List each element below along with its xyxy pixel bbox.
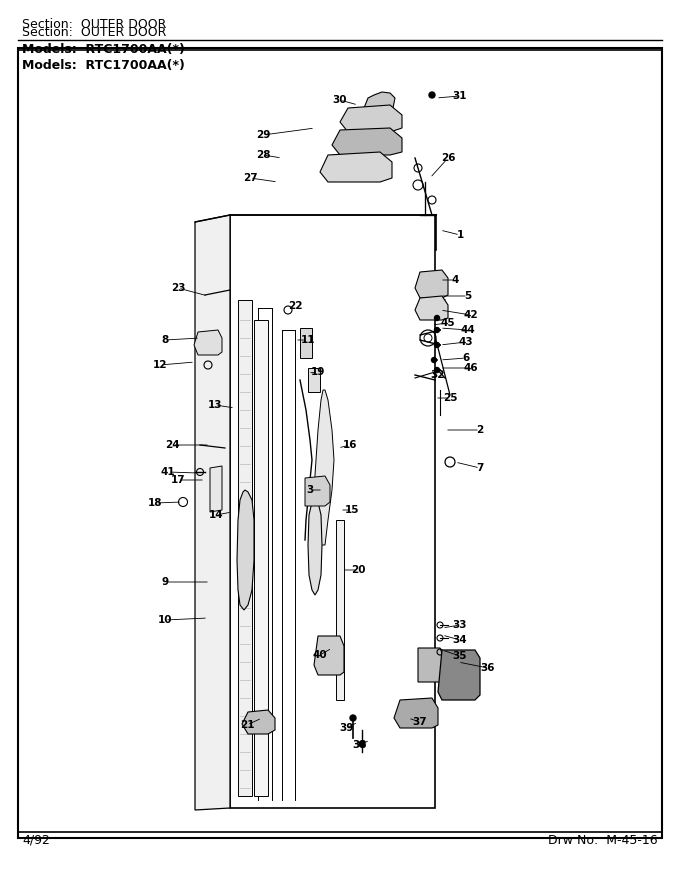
Polygon shape <box>332 128 402 155</box>
Circle shape <box>435 328 439 333</box>
Text: 36: 36 <box>481 663 495 673</box>
Polygon shape <box>300 328 312 358</box>
Polygon shape <box>305 476 330 506</box>
Polygon shape <box>314 636 344 675</box>
Text: 10: 10 <box>158 615 172 625</box>
Text: 15: 15 <box>345 505 359 515</box>
Text: 26: 26 <box>441 153 455 163</box>
Text: 30: 30 <box>333 95 347 105</box>
Text: 4/92: 4/92 <box>22 834 50 846</box>
Text: 35: 35 <box>453 651 467 661</box>
Polygon shape <box>308 368 320 392</box>
Text: 44: 44 <box>460 325 475 335</box>
Text: 4: 4 <box>452 275 459 285</box>
Text: 23: 23 <box>171 283 185 293</box>
Polygon shape <box>237 490 254 610</box>
Polygon shape <box>308 500 322 595</box>
Text: 37: 37 <box>413 717 427 727</box>
Polygon shape <box>394 698 438 728</box>
Polygon shape <box>415 296 448 320</box>
Circle shape <box>432 358 437 362</box>
Text: Models:  RTC1700AA(*): Models: RTC1700AA(*) <box>22 44 185 56</box>
Text: 46: 46 <box>464 363 478 373</box>
Text: 16: 16 <box>343 440 357 450</box>
Text: 31: 31 <box>453 91 467 101</box>
Polygon shape <box>254 320 268 796</box>
Circle shape <box>350 715 356 721</box>
Text: 17: 17 <box>171 475 186 485</box>
Text: Drw No:  M-45-16: Drw No: M-45-16 <box>548 834 658 846</box>
Text: 6: 6 <box>462 353 470 363</box>
Circle shape <box>435 315 439 320</box>
Polygon shape <box>242 710 275 734</box>
Text: 42: 42 <box>464 310 478 320</box>
Text: 3: 3 <box>307 485 313 495</box>
Text: 43: 43 <box>459 337 473 347</box>
Text: 27: 27 <box>243 173 257 183</box>
Polygon shape <box>418 648 444 682</box>
Polygon shape <box>230 215 435 808</box>
Text: 24: 24 <box>165 440 180 450</box>
Text: 11: 11 <box>301 335 316 345</box>
Text: 38: 38 <box>353 740 367 750</box>
Text: 29: 29 <box>256 130 270 140</box>
Bar <box>18 48 662 838</box>
Text: 41: 41 <box>160 467 175 477</box>
Polygon shape <box>194 330 222 355</box>
Polygon shape <box>340 105 402 132</box>
Polygon shape <box>238 300 252 796</box>
Text: 20: 20 <box>351 565 365 575</box>
Text: 9: 9 <box>161 577 169 587</box>
Polygon shape <box>195 215 230 810</box>
Text: 13: 13 <box>208 400 222 410</box>
Polygon shape <box>364 92 395 118</box>
Text: 33: 33 <box>453 620 467 630</box>
Text: 8: 8 <box>161 335 169 345</box>
Text: 5: 5 <box>464 291 472 301</box>
Polygon shape <box>314 390 334 545</box>
Text: Section:  OUTER DOOR: Section: OUTER DOOR <box>22 26 167 38</box>
Text: Section:  OUTER DOOR: Section: OUTER DOOR <box>22 18 167 31</box>
Circle shape <box>429 92 435 98</box>
Polygon shape <box>210 466 222 512</box>
Text: 28: 28 <box>256 150 270 160</box>
Text: 34: 34 <box>453 635 467 645</box>
Circle shape <box>359 741 365 747</box>
Text: 14: 14 <box>209 510 223 520</box>
Polygon shape <box>415 270 448 298</box>
Text: 19: 19 <box>311 367 325 377</box>
Text: 39: 39 <box>340 723 354 733</box>
Text: Models:  RTC1700AA(*): Models: RTC1700AA(*) <box>22 59 185 71</box>
Text: 1: 1 <box>456 230 464 240</box>
Circle shape <box>435 343 439 347</box>
Text: 22: 22 <box>288 301 302 311</box>
Text: 25: 25 <box>443 393 457 403</box>
Polygon shape <box>336 520 344 700</box>
Text: 45: 45 <box>441 318 456 328</box>
Text: 2: 2 <box>477 425 483 435</box>
Text: 40: 40 <box>313 650 327 660</box>
Circle shape <box>435 368 439 373</box>
Text: 7: 7 <box>476 463 483 473</box>
Text: 18: 18 <box>148 498 163 508</box>
Polygon shape <box>320 152 392 182</box>
Text: 12: 12 <box>153 360 167 370</box>
Text: 32: 32 <box>430 370 445 380</box>
Polygon shape <box>438 650 480 700</box>
Text: 21: 21 <box>240 720 254 730</box>
